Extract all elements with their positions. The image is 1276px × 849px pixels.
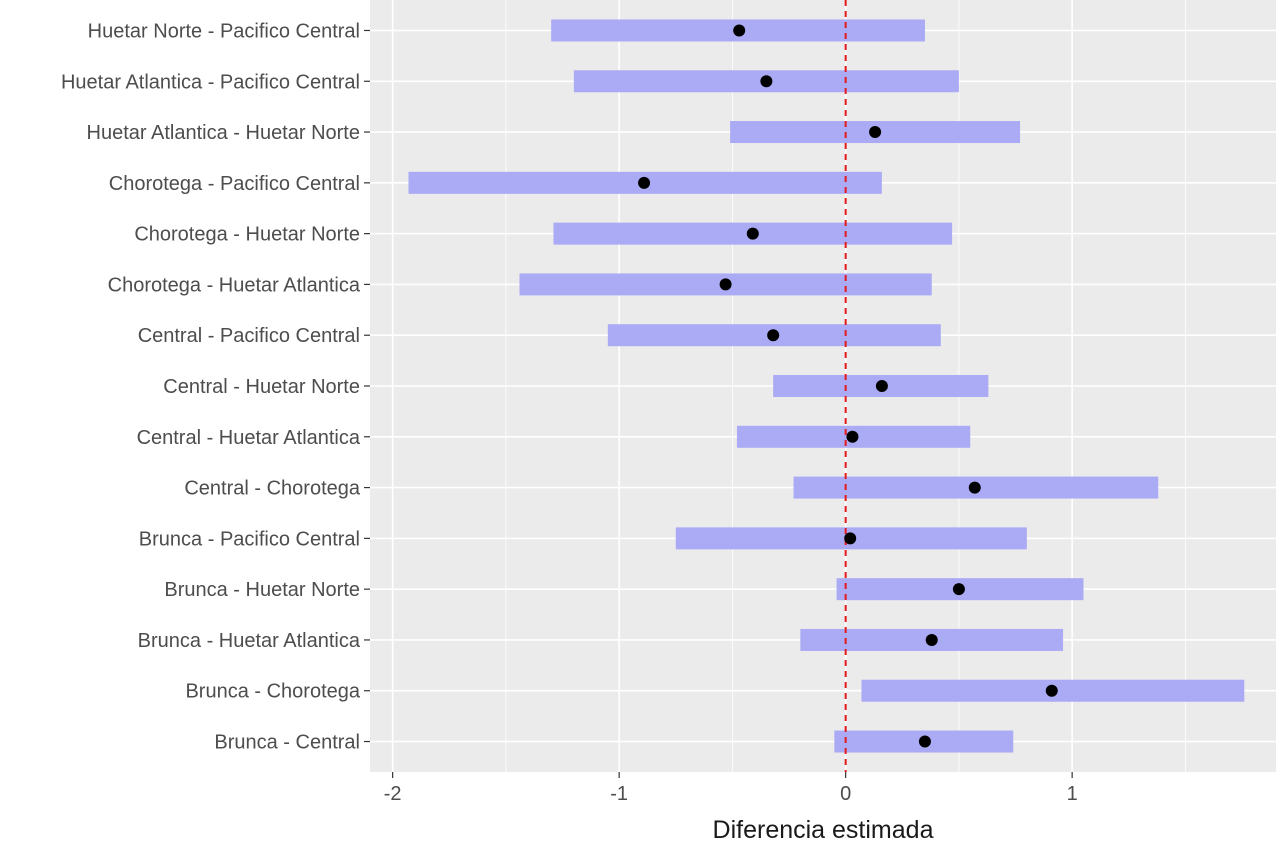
y-tick-label: Brunca - Chorotega [185,681,360,703]
x-tick-label: 1 [1067,783,1078,805]
estimate-point [869,126,882,139]
estimate-point [746,227,759,240]
estimate-point [952,583,965,596]
estimate-points [638,24,1058,748]
x-tick-label: -2 [384,783,402,805]
y-tick-label: Central - Huetar Atlantica [137,427,361,449]
y-tick-label: Central - Chorotega [184,478,361,500]
y-tick-label: Chorotega - Pacifico Central [109,173,360,195]
x-tick-label: -1 [610,783,628,805]
estimate-point [767,329,780,342]
y-axis: Huetar Norte - Pacifico Central Huetar At… [61,20,370,754]
y-tick-label: Huetar Norte - Pacifico Central [88,20,360,42]
x-axis-title: Diferencia estimada [713,816,934,844]
estimate-point [844,532,857,545]
estimate-point [719,278,732,291]
y-tick-label: Brunca - Central [214,732,360,754]
estimate-point [968,481,981,494]
y-tick-label: Huetar Atlantica - Pacifico Central [61,71,360,93]
y-tick-label: Central - Pacifico Central [138,325,360,347]
y-tick-label: Chorotega - Huetar Atlantica [108,274,361,296]
estimate-point [875,380,888,392]
y-tick-label: Brunca - Huetar Atlantica [138,630,361,652]
y-tick-label: Central - Huetar Norte [163,376,360,398]
estimate-point [1045,684,1058,697]
estimate-point [733,24,746,37]
y-tick-label: Huetar Atlantica - Huetar Norte [87,122,360,144]
estimate-point [846,430,859,443]
y-tick-label: Chorotega - Huetar Norte [134,224,360,246]
y-tick-label: Brunca - Pacifico Central [139,528,360,550]
estimate-point [760,75,773,88]
estimate-point [638,176,651,189]
x-tick-label: 0 [840,783,851,805]
estimate-point [918,735,931,748]
estimate-point [925,633,938,646]
x-axis: -2 -1 0 1 [384,772,1078,805]
y-tick-label: Brunca - Huetar Norte [164,579,360,601]
